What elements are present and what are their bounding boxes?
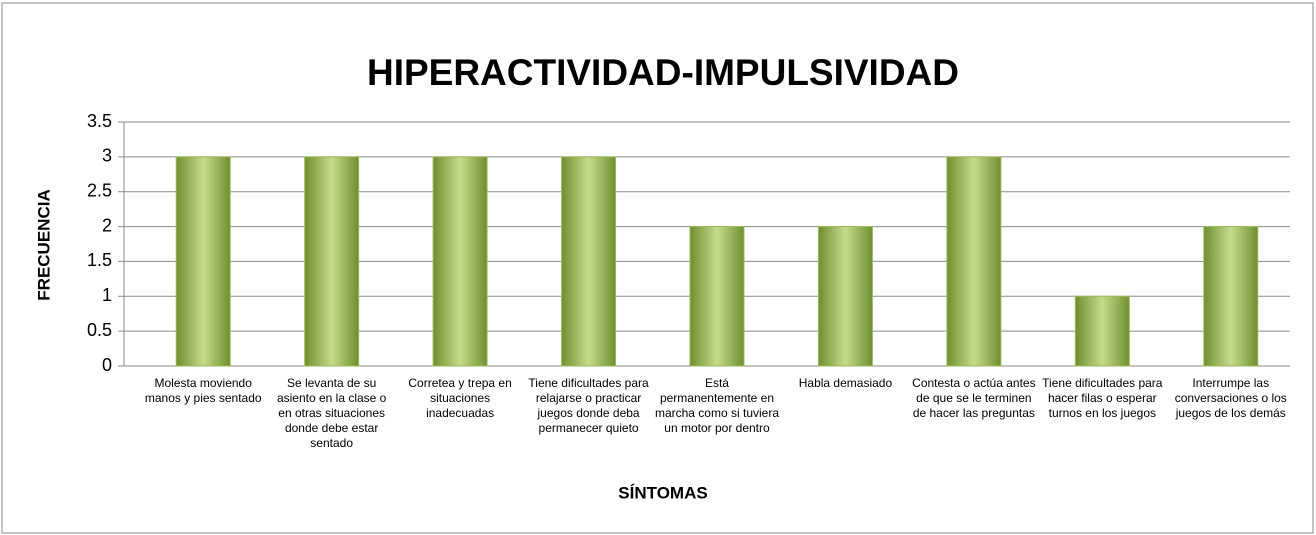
bar <box>561 156 617 367</box>
x-tick-label: Está permanentemente en marcha como si t… <box>654 376 779 435</box>
x-tick-label: Habla demasiado <box>798 376 893 390</box>
x-axis-title: SÍNTOMAS <box>618 483 707 502</box>
x-tick-label: Tiene dificultades para hacer filas o es… <box>1042 376 1163 420</box>
y-tick-label: 1.5 <box>87 250 112 270</box>
x-tick-label: Se levanta de su asiento en la clase o e… <box>276 376 387 450</box>
bar <box>817 226 873 367</box>
x-tick-label: Tiene dificultades para relajarse o prac… <box>528 376 649 435</box>
y-tick-label: 1 <box>102 285 112 305</box>
y-tick-label: 3.5 <box>87 111 112 131</box>
chart-title: HIPERACTIVIDAD-IMPULSIVIDAD <box>367 52 959 93</box>
x-tick-label: Interrumpe las conversaciones o los jueg… <box>1174 376 1287 420</box>
y-axis-title: FRECUENCIA <box>34 189 53 300</box>
bar <box>946 156 1002 367</box>
y-tick-label: 2.5 <box>87 180 112 200</box>
x-tick-label: Corretea y trepa en situaciones inadecua… <box>408 376 512 420</box>
y-tick-label: 2 <box>102 215 112 235</box>
x-tick-label: Molesta moviendo manos y pies sentado <box>144 376 262 405</box>
bar <box>432 156 488 367</box>
x-tick-label: Contesta o actúa antes de que se le term… <box>912 376 1036 420</box>
bar <box>304 156 360 367</box>
bar <box>1074 295 1130 367</box>
y-tick-label: 3 <box>102 146 112 166</box>
bar <box>175 156 231 367</box>
y-tick-label: 0.5 <box>87 320 112 340</box>
bar <box>1203 226 1259 367</box>
y-tick-label: 0 <box>102 355 112 375</box>
bar <box>689 226 745 367</box>
